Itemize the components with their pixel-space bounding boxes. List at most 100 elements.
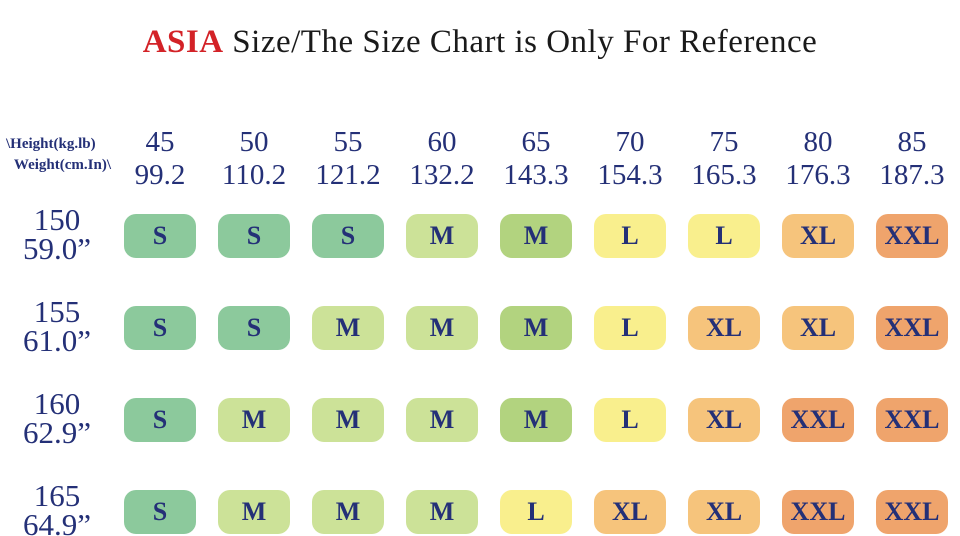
height-in-value: 59.0” <box>22 231 91 266</box>
column-header: 45 99.2 <box>113 124 207 191</box>
weight-lb-value: 121.2 <box>315 159 381 191</box>
size-pill: L <box>594 398 666 442</box>
size-pill: XL <box>688 398 760 442</box>
weight-kg-value: 55 <box>333 126 363 158</box>
size-pill: XL <box>782 306 854 350</box>
weight-lb-value: 143.3 <box>503 159 569 191</box>
size-pill: XL <box>688 306 760 350</box>
size-cell: S <box>113 374 207 466</box>
size-table: \Height(kg.lb) Weight(cm.In)\ 45 99.2 50 11… <box>1 124 959 536</box>
size-cell: XL <box>771 190 865 282</box>
weight-lb-value: 99.2 <box>134 159 186 191</box>
size-pill: L <box>594 214 666 258</box>
height-cm-value: 165 <box>33 478 81 513</box>
column-header: 60 132.2 <box>395 124 489 191</box>
size-pill: L <box>594 306 666 350</box>
weight-kg-value: 50 <box>239 126 269 158</box>
size-pill: S <box>124 398 196 442</box>
size-cell: M <box>395 282 489 374</box>
size-cell: M <box>489 190 583 282</box>
size-pill: XL <box>594 490 666 534</box>
size-pill: M <box>312 306 384 350</box>
column-header: 85 187.3 <box>865 124 959 191</box>
size-pill: XXL <box>876 214 948 258</box>
size-cell: XXL <box>865 374 959 466</box>
column-header: 75 165.3 <box>677 124 771 191</box>
size-pill: S <box>218 306 290 350</box>
column-header: 70 154.3 <box>583 124 677 191</box>
size-cell: XL <box>771 282 865 374</box>
size-cell: S <box>113 190 207 282</box>
size-pill: XXL <box>782 490 854 534</box>
weight-kg-value: 70 <box>615 126 645 158</box>
size-pill: M <box>406 306 478 350</box>
size-cell: S <box>113 282 207 374</box>
size-cell: XXL <box>865 466 959 536</box>
size-pill: M <box>218 490 290 534</box>
column-header: 55 121.2 <box>301 124 395 191</box>
size-pill: XL <box>782 214 854 258</box>
size-cell: M <box>301 282 395 374</box>
height-cm-value: 150 <box>33 202 81 237</box>
size-cell: XXL <box>865 282 959 374</box>
size-pill: M <box>500 306 572 350</box>
weight-kg-value: 65 <box>521 126 551 158</box>
size-pill: XL <box>688 490 760 534</box>
size-cell: S <box>207 282 301 374</box>
size-cell: L <box>489 466 583 536</box>
size-pill: M <box>312 398 384 442</box>
weight-kg-value: 45 <box>145 126 175 158</box>
size-cell: S <box>207 190 301 282</box>
size-cell: M <box>207 374 301 466</box>
column-header: 65 143.3 <box>489 124 583 191</box>
size-cell: M <box>395 374 489 466</box>
size-cell: XXL <box>865 190 959 282</box>
size-pill: M <box>406 398 478 442</box>
weight-lb-value: 154.3 <box>597 159 663 191</box>
size-pill: M <box>406 214 478 258</box>
size-pill: S <box>124 214 196 258</box>
size-pill: S <box>124 490 196 534</box>
size-cell: XL <box>583 466 677 536</box>
size-cell: S <box>301 190 395 282</box>
size-pill: M <box>406 490 478 534</box>
height-in-value: 64.9” <box>22 507 91 536</box>
size-cell: M <box>489 374 583 466</box>
size-cell: L <box>583 282 677 374</box>
height-cm-value: 155 <box>33 294 81 329</box>
weight-lb-value: 165.3 <box>691 159 757 191</box>
height-in-value: 61.0” <box>22 323 91 358</box>
size-pill: L <box>500 490 572 534</box>
size-pill: S <box>312 214 384 258</box>
weight-kg-value: 80 <box>803 126 833 158</box>
column-header: 80 176.3 <box>771 124 865 191</box>
size-pill: XXL <box>876 490 948 534</box>
size-pill: M <box>218 398 290 442</box>
row-label: 165 64.9” <box>1 466 113 536</box>
size-cell: XL <box>677 374 771 466</box>
size-cell: XL <box>677 466 771 536</box>
weight-lb-value: 187.3 <box>879 159 945 191</box>
row-label: 150 59.0” <box>1 190 113 282</box>
row-label: 155 61.0” <box>1 282 113 374</box>
size-cell: L <box>583 190 677 282</box>
size-cell: M <box>395 466 489 536</box>
size-pill: M <box>500 398 572 442</box>
size-cell: S <box>113 466 207 536</box>
weight-lb-value: 176.3 <box>785 159 851 191</box>
size-pill: S <box>124 306 196 350</box>
weight-lb-value: 132.2 <box>409 159 475 191</box>
size-cell: L <box>677 190 771 282</box>
size-pill: XXL <box>782 398 854 442</box>
weight-kg-value: 85 <box>897 126 927 158</box>
size-cell: XL <box>677 282 771 374</box>
size-pill: M <box>500 214 572 258</box>
corner-label-weight: Weight(cm.In)\ <box>13 157 111 173</box>
size-cell: XXL <box>771 466 865 536</box>
size-cell: M <box>395 190 489 282</box>
weight-kg-value: 60 <box>427 126 457 158</box>
title-text: Size/The Size Chart is Only For Referenc… <box>223 24 818 60</box>
size-pill: S <box>218 214 290 258</box>
height-in-value: 62.9” <box>22 415 91 450</box>
